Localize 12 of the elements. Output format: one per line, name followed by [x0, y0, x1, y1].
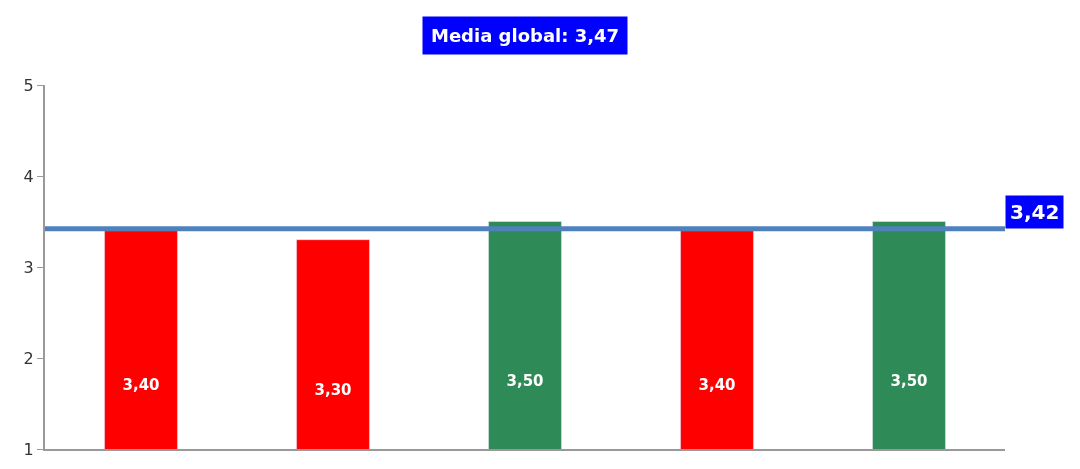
data-label: 3,50 — [890, 371, 928, 390]
y-tick-label: 3 — [23, 257, 34, 277]
y-tick-label: 2 — [23, 348, 34, 368]
data-label: 3,40 — [122, 376, 160, 395]
y-tick-label: 5 — [23, 75, 34, 95]
ref-line-label: 3,42 — [1010, 200, 1060, 224]
data-label: 3,30 — [314, 380, 352, 399]
y-tick-label: 4 — [23, 166, 34, 186]
data-label: 3,40 — [698, 376, 736, 395]
data-label: 3,50 — [506, 371, 544, 390]
y-tick-label: 1 — [23, 439, 34, 459]
chart-title: Media global: 3,47 — [431, 25, 620, 46]
